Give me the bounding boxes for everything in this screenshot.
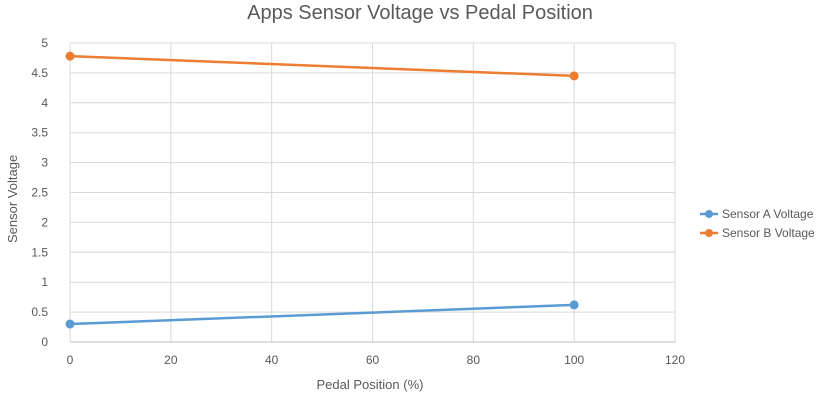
data-point-1-1 [569,71,579,81]
x-axis-label: Pedal Position (%) [316,377,424,392]
chart-title: Apps Sensor Voltage vs Pedal Position [247,2,593,24]
y-tick-label: 1.5 [31,245,48,259]
data-point-1-0 [65,51,75,61]
legend-label-sensor-b: Sensor B Voltage [722,225,815,240]
y-tick-label: 3.5 [31,126,48,140]
legend: Sensor A Voltage Sensor B Voltage [700,204,815,242]
sensor-a-swatch [700,209,718,218]
x-tick-label: 40 [265,353,279,367]
sensor-b-swatch [700,228,718,237]
data-point-0-1 [569,300,579,310]
y-tick-label: 5 [41,36,48,50]
legend-item-sensor-a: Sensor A Voltage [700,204,815,223]
y-tick-label: 3 [41,156,48,170]
series-line-1 [69,54,575,78]
x-tick-label: 0 [67,353,74,367]
y-tick-label: 4 [41,96,48,110]
data-point-0-0 [65,319,75,329]
legend-item-sensor-b: Sensor B Voltage [700,223,815,242]
legend-label-sensor-a: Sensor A Voltage [722,206,814,221]
y-tick-label: 0.5 [31,305,48,319]
x-tick-label: 120 [665,353,685,367]
y-tick-label: 4.5 [31,66,48,80]
y-tick-label: 1 [41,275,48,289]
y-tick-label: 2 [41,215,48,229]
x-tick-label: 80 [467,353,481,367]
series-line-0 [69,303,575,326]
x-tick-label: 20 [164,353,178,367]
y-tick-label: 2.5 [31,186,48,200]
x-tick-label: 100 [564,353,584,367]
x-tick-label: 60 [366,353,380,367]
y-tick-label: 0 [41,335,48,349]
